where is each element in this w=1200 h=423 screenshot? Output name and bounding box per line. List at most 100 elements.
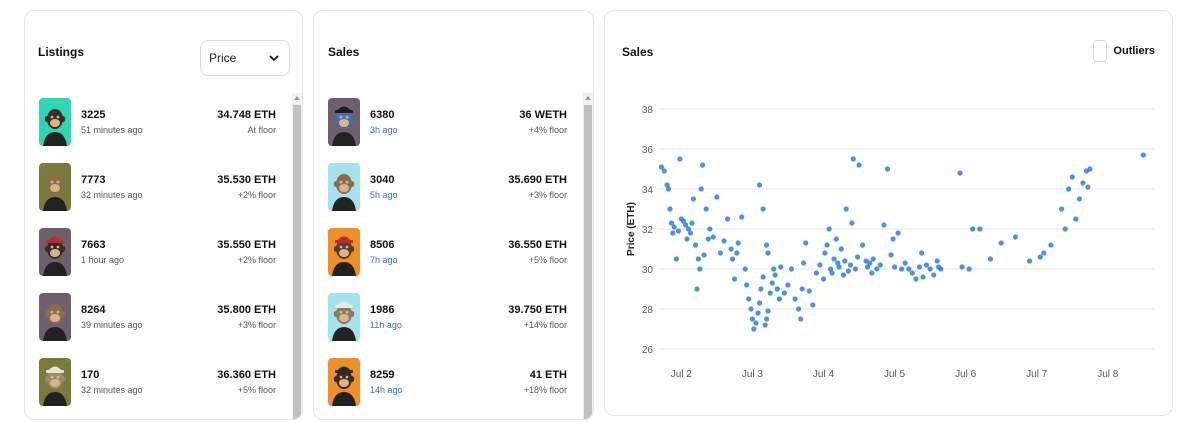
token-id[interactable]: 7773 <box>81 174 106 186</box>
listings-list: 3225 51 minutes ago 34.748 ETH At floor 7773… <box>25 93 290 419</box>
listing-time: 51 minutes ago <box>81 125 143 135</box>
sale-time-link[interactable]: 7h ago <box>370 255 398 265</box>
sale-point <box>724 216 731 222</box>
sale-point <box>824 242 830 248</box>
token-id[interactable]: 1986 <box>370 304 395 316</box>
sale-point <box>781 290 787 296</box>
sale-point <box>877 262 883 268</box>
sales-list: 6380 3h ago 36 WETH +4% floor 3040 5h ago 35.6… <box>314 93 581 419</box>
chart-title: Sales <box>622 45 654 59</box>
token-id[interactable]: 7663 <box>81 239 106 251</box>
sale-point <box>826 226 832 232</box>
sale-point <box>688 230 694 236</box>
sale-point <box>849 220 855 226</box>
x-tick-label: Jul 2 <box>671 369 693 380</box>
sale-point <box>760 274 766 280</box>
outliers-toggle[interactable]: Outliers <box>1093 40 1155 62</box>
sale-point <box>909 270 915 276</box>
sale-point <box>698 186 704 192</box>
sale-row[interactable]: 6380 3h ago 36 WETH +4% floor <box>314 93 581 153</box>
sale-point <box>870 256 876 262</box>
nft-thumbnail[interactable] <box>39 228 71 276</box>
sale-point <box>803 240 809 246</box>
token-id[interactable]: 8259 <box>370 369 395 381</box>
sale-row[interactable]: 3040 5h ago 35.690 ETH +3% floor <box>314 158 581 218</box>
listing-time: 32 minutes ago <box>81 385 143 395</box>
sale-point <box>664 182 670 188</box>
nft-thumbnail[interactable] <box>39 98 71 146</box>
nft-thumbnail[interactable] <box>39 293 71 341</box>
nft-thumbnail[interactable] <box>328 228 360 276</box>
sale-point <box>758 286 764 292</box>
token-id[interactable]: 3040 <box>370 174 395 186</box>
sale-point <box>927 266 933 272</box>
sale-point <box>813 270 819 276</box>
sale-point <box>742 266 748 272</box>
sale-point <box>888 252 894 258</box>
sales-scrollbar[interactable] <box>583 93 593 419</box>
sale-row[interactable]: 1986 11h ago 39.750 ETH +14% floor <box>314 288 581 348</box>
sale-time-link[interactable]: 14h ago <box>370 385 403 395</box>
listing-time: 39 minutes ago <box>81 320 143 330</box>
scroll-up-icon[interactable] <box>585 96 591 100</box>
sort-select[interactable]: Price <box>200 40 290 76</box>
listing-row[interactable]: 3225 51 minutes ago 34.748 ETH At floor <box>25 93 290 153</box>
sale-point <box>756 182 763 188</box>
sales-panel: Sales 6380 3h ago 36 WETH +4% floor 3040 5h a… <box>313 10 594 420</box>
sale-point <box>874 266 880 272</box>
token-id[interactable]: 8506 <box>370 239 395 251</box>
token-id[interactable]: 8264 <box>81 304 106 316</box>
scrollbar-thumb[interactable] <box>584 105 592 419</box>
token-id[interactable]: 3225 <box>81 109 106 121</box>
listing-row[interactable]: 7663 1 hour ago 35.550 ETH +2% floor <box>25 223 290 283</box>
token-id[interactable]: 170 <box>81 369 100 381</box>
sale-point <box>847 262 854 268</box>
sale-row[interactable]: 8259 14h ago 41 ETH +18% floor <box>314 353 581 413</box>
sale-point <box>1037 254 1043 260</box>
sale-point <box>668 220 674 226</box>
sale-point <box>767 290 773 296</box>
sale-point <box>683 222 689 228</box>
token-id[interactable]: 6380 <box>370 109 395 121</box>
sort-select-value: Price <box>209 51 237 65</box>
listings-panel: Listings Price 3225 51 minutes ago 34.748 … <box>24 10 303 420</box>
nft-thumbnail[interactable] <box>39 163 71 211</box>
sale-row[interactable]: 8506 7h ago 36.550 ETH +5% floor <box>314 223 581 283</box>
sale-point <box>798 316 804 322</box>
sale-point <box>760 206 766 212</box>
sale-time-link[interactable]: 11h ago <box>370 320 402 330</box>
sale-point <box>799 286 805 292</box>
sale-point <box>938 266 944 272</box>
sale-point <box>920 274 926 280</box>
sale-time-link[interactable]: 5h ago <box>370 190 398 200</box>
sales-scatter-chart: 26 28 30 32 34 36 38 Jul 2 Jul 3 Jul 4 Jul 5 Jul 6 J… <box>626 105 1154 380</box>
price: 35.550 ETH <box>217 239 276 251</box>
nft-thumbnail[interactable] <box>328 293 360 341</box>
sale-point <box>734 250 740 256</box>
sale-point <box>919 250 925 256</box>
scroll-up-icon[interactable] <box>294 96 300 100</box>
listing-time: 1 hour ago <box>81 255 125 265</box>
listings-scrollbar[interactable] <box>292 93 302 419</box>
x-tick-label: Jul 8 <box>1097 369 1119 380</box>
y-tick-label: 28 <box>642 305 654 316</box>
sale-point <box>748 306 754 312</box>
nft-thumbnail[interactable] <box>328 98 360 146</box>
nft-thumbnail[interactable] <box>39 358 71 406</box>
sale-point <box>774 286 780 292</box>
nft-thumbnail[interactable] <box>328 163 360 211</box>
sale-point <box>751 326 757 332</box>
listing-row[interactable]: 170 32 minutes ago 36.360 ETH +5% floor <box>25 353 290 413</box>
sale-point <box>667 206 673 212</box>
scrollbar-thumb[interactable] <box>293 105 301 419</box>
sale-point <box>820 276 827 282</box>
outliers-label: Outliers <box>1113 45 1155 57</box>
listing-row[interactable]: 7773 32 minutes ago 35.530 ETH +2% floor <box>25 158 290 218</box>
outliers-checkbox[interactable] <box>1093 40 1108 62</box>
sale-time-link[interactable]: 3h ago <box>370 125 398 135</box>
nft-thumbnail[interactable] <box>328 358 360 406</box>
listing-row[interactable]: 8264 39 minutes ago 35.800 ETH +3% floor <box>25 288 290 348</box>
sale-point <box>695 256 701 262</box>
sale-point <box>765 250 771 256</box>
sale-point <box>746 296 752 302</box>
